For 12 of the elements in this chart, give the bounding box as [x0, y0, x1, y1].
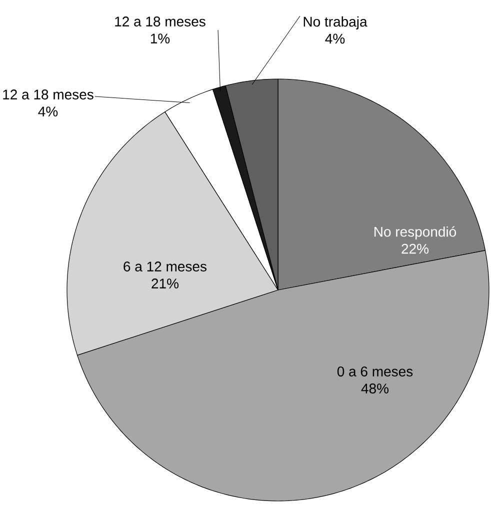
slice-label: No trabaja [304, 16, 368, 30]
slice-label: 0 a 6 meses [337, 366, 413, 376]
data-label: 21% [152, 278, 179, 288]
slice-label: 12 a 18 meses [3, 90, 94, 100]
data-label: 48% [361, 384, 389, 394]
data-label: 22% [402, 244, 429, 254]
data-label: 4% [38, 106, 58, 116]
slice-label: 12 a 18 meses [115, 16, 206, 26]
data-label: 1% [150, 34, 170, 44]
data-label: 4% [325, 34, 345, 44]
slice-label: 6 a 12 meses [124, 262, 206, 272]
slice-label: No respondió [374, 226, 456, 240]
